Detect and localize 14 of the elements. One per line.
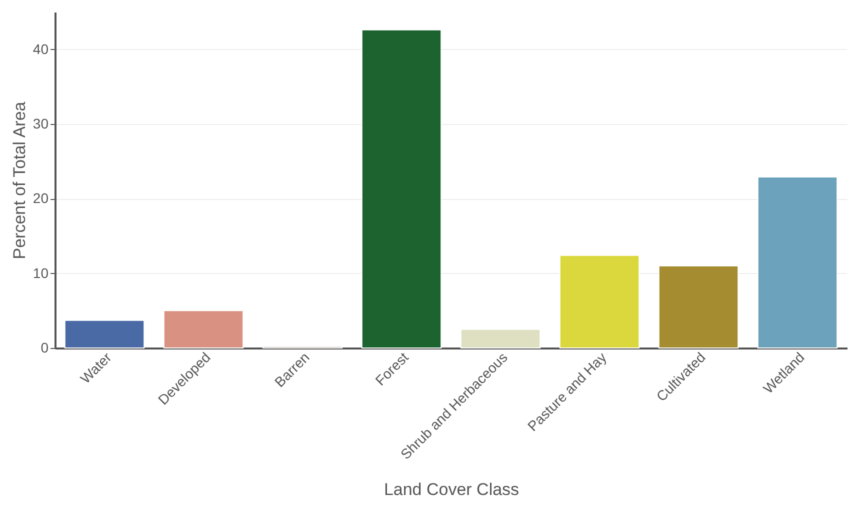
bar	[757, 176, 838, 348]
x-axis-title: Land Cover Class	[384, 480, 520, 500]
y-tick-label: 0	[40, 340, 49, 356]
y-tick-label: 30	[32, 116, 49, 132]
bar	[64, 320, 145, 348]
y-tick-label: 20	[32, 190, 49, 206]
bar	[559, 254, 640, 348]
y-axis-title: Percent of Total Area	[10, 101, 29, 260]
bar	[658, 265, 739, 348]
y-tick-label: 40	[32, 40, 49, 57]
bar	[361, 29, 442, 348]
bar	[163, 310, 244, 348]
y-tick-label: 10	[32, 264, 49, 281]
bar	[460, 328, 541, 348]
